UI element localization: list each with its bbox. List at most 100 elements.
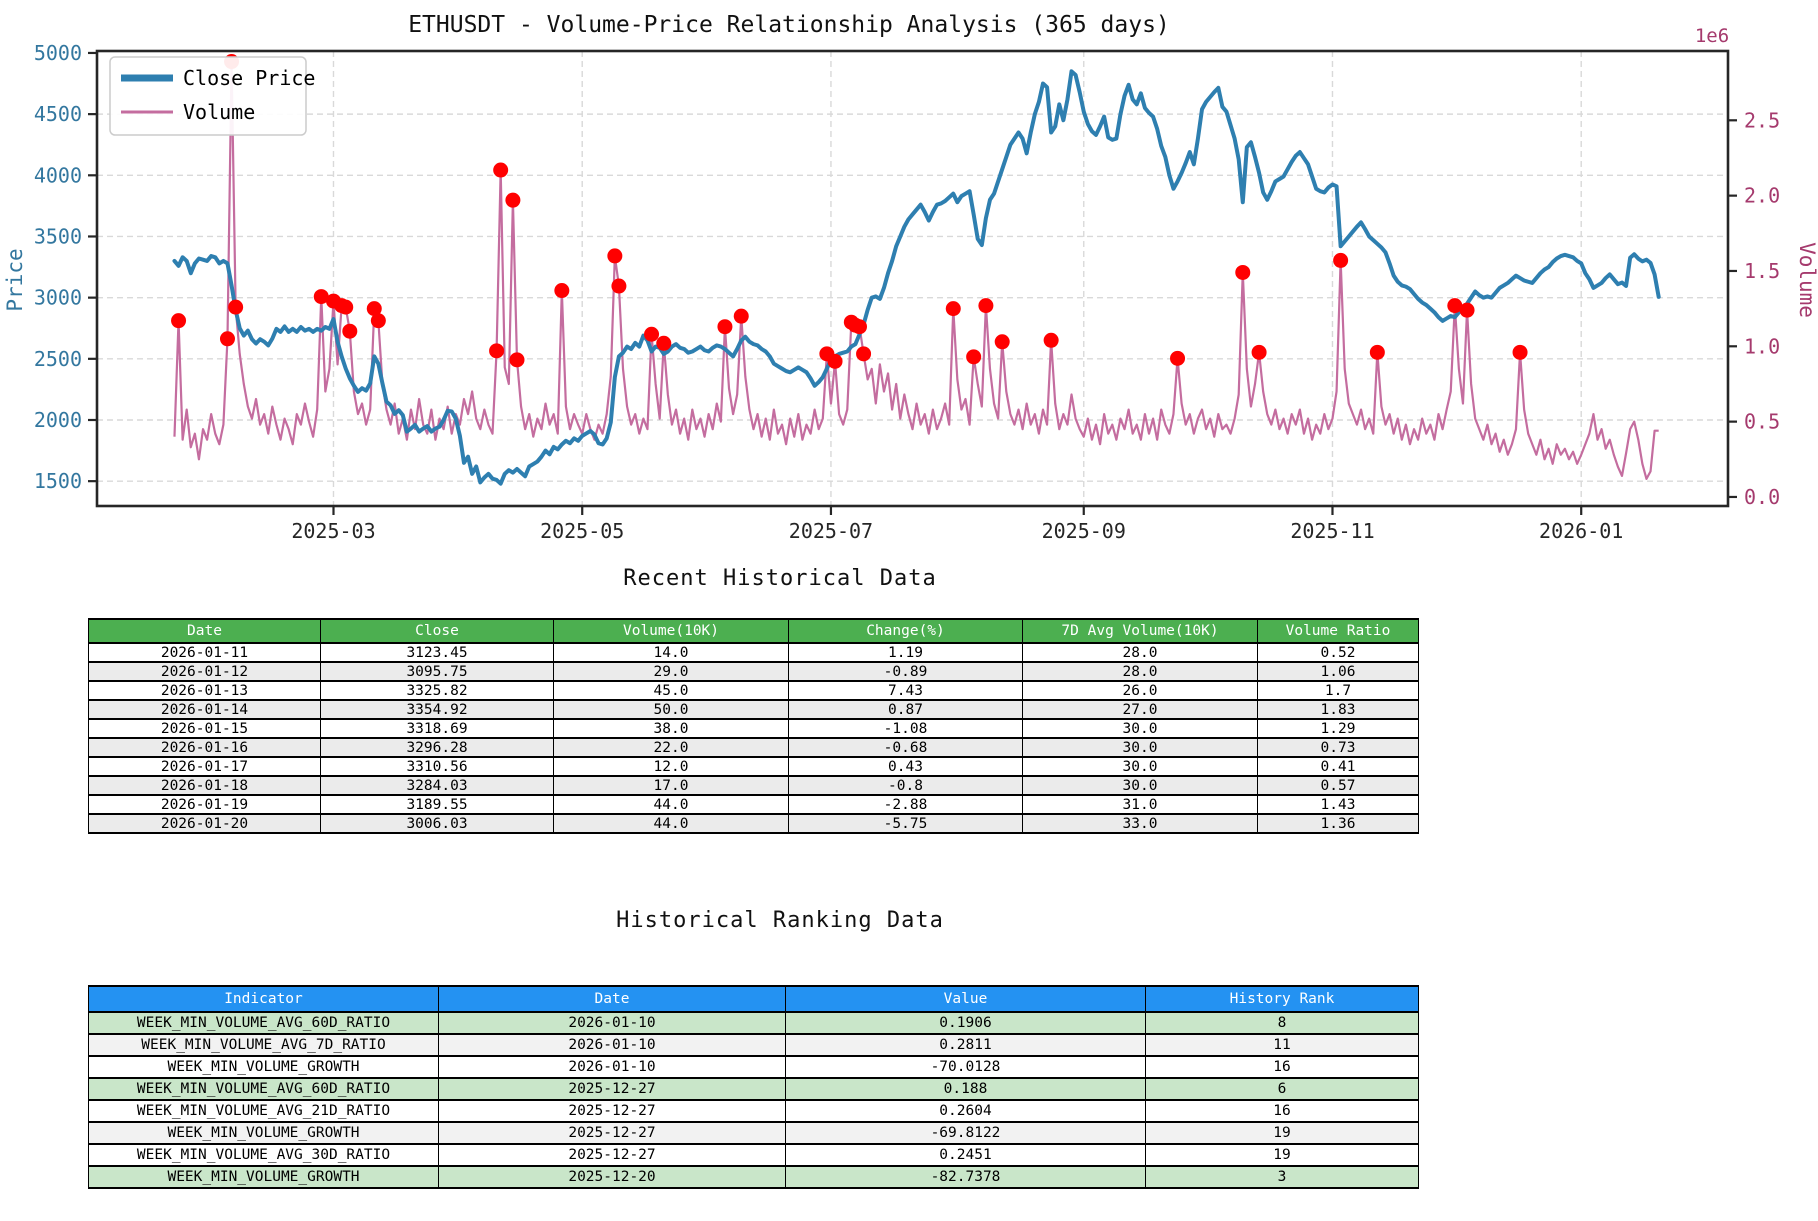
- volume-spike-dot: [171, 313, 187, 329]
- table-cell: 30.0: [1022, 775, 1258, 796]
- table-cell: 12.0: [553, 756, 789, 777]
- historical-ranking-data-table: Indicator Date Value History Rank WEEK_MIN_…: [88, 985, 1419, 1189]
- table-cell: 1.83: [1257, 699, 1419, 720]
- volume-spike-dot: [611, 278, 627, 294]
- column-header: 7D Avg Volume(10K): [1022, 618, 1258, 644]
- volume-spike-dot: [366, 301, 382, 317]
- table-cell: 29.0: [553, 661, 789, 682]
- date-tick-label: 2025-09: [1042, 519, 1126, 543]
- price-tick-label: 1500: [34, 469, 82, 493]
- date-tick-label: 2026-01: [1539, 519, 1623, 543]
- table-cell: 2025-12-27: [438, 1099, 786, 1123]
- table-cell: 38.0: [553, 718, 789, 739]
- table-cell: 30.0: [1022, 756, 1258, 777]
- volume-spike-dot: [1170, 350, 1186, 366]
- table-cell: 3284.03: [320, 775, 554, 796]
- table-cell: WEEK_MIN_VOLUME_GROWTH: [88, 1055, 439, 1079]
- volume-spike-dot: [656, 335, 672, 351]
- table-cell: 30.0: [1022, 737, 1258, 758]
- date-tick-label: 2025-05: [540, 519, 624, 543]
- table-row: WEEK_MIN_VOLUME_AVG_21D_RATIO 2025-12-27 0…: [88, 1099, 1419, 1123]
- table-cell: -5.75: [788, 813, 1023, 834]
- volume-spike-dot: [978, 298, 994, 314]
- volume-spike-dot: [219, 331, 235, 347]
- table-row: 2026-01-20 3006.03 44.0 -5.75 33.0 1.36: [88, 813, 1419, 834]
- table-cell: 2026-01-14: [88, 699, 321, 720]
- table-row: 2026-01-15 3318.69 38.0 -1.08 30.0 1.29: [88, 718, 1419, 739]
- table-cell: 28.0: [1022, 642, 1258, 663]
- table-row: 2026-01-19 3189.55 44.0 -2.88 31.0 1.43: [88, 794, 1419, 815]
- table-cell: 1.19: [788, 642, 1023, 663]
- table-row: 2026-01-18 3284.03 17.0 -0.8 30.0 0.57: [88, 775, 1419, 796]
- price-tick-label: 2500: [34, 347, 82, 371]
- volume-spike-dot: [994, 334, 1010, 350]
- table-cell: -0.8: [788, 775, 1023, 796]
- chart-legend: Close Price Volume: [109, 56, 315, 136]
- table-cell: 0.87: [788, 699, 1023, 720]
- volume-spike-dot: [644, 326, 660, 342]
- volume-spike-dot: [493, 162, 509, 178]
- table-cell: 0.73: [1257, 737, 1419, 758]
- table-cell: 1.29: [1257, 718, 1419, 739]
- table-cell: 2025-12-27: [438, 1077, 786, 1101]
- table-row: 2026-01-17 3310.56 12.0 0.43 30.0 0.41: [88, 756, 1419, 777]
- table-cell: 0.1906: [785, 1011, 1146, 1035]
- table-cell: 1.7: [1257, 680, 1419, 701]
- table-cell: 31.0: [1022, 794, 1258, 815]
- grid-lines: [97, 51, 1728, 506]
- table-cell: 2026-01-11: [88, 642, 321, 663]
- volume-spike-dot: [856, 346, 872, 362]
- price-tick-label: 3000: [34, 286, 82, 310]
- table-cell: 2026-01-10: [438, 1055, 786, 1079]
- axes: 1500 2000 2500 3000 3500 4000 4500 5000 0.0 0.5 1.…: [34, 41, 1780, 543]
- table-cell: WEEK_MIN_VOLUME_GROWTH: [88, 1165, 439, 1189]
- table-row: WEEK_MIN_VOLUME_AVG_30D_RATIO 2025-12-27 0…: [88, 1143, 1419, 1167]
- legend-close-price-label: Close Price: [183, 66, 315, 90]
- volume-spike-dot: [966, 349, 982, 365]
- column-header: Close: [320, 618, 554, 644]
- recent-historical-data-heading: Recent Historical Data: [623, 566, 937, 591]
- table-cell: 2025-12-20: [438, 1165, 786, 1189]
- volume-spike-dot: [827, 353, 843, 369]
- table-cell: WEEK_MIN_VOLUME_GROWTH: [88, 1121, 439, 1145]
- volume-spike-dot: [338, 299, 354, 315]
- table-cell: 3006.03: [320, 813, 554, 834]
- volume-spike-dot: [607, 248, 623, 264]
- volume-tick-label: 2.0: [1744, 184, 1780, 208]
- price-axis-label: Price: [3, 248, 27, 311]
- table-row: 2026-01-13 3325.82 45.0 7.43 26.0 1.7: [88, 680, 1419, 701]
- table-cell: 2026-01-18: [88, 775, 321, 796]
- date-tick-label: 2025-11: [1290, 519, 1374, 543]
- table-cell: -0.89: [788, 661, 1023, 682]
- table-cell: 0.52: [1257, 642, 1419, 663]
- volume-spike-dot: [945, 301, 961, 317]
- table-cell: 2026-01-12: [88, 661, 321, 682]
- volume-spike-dot: [1459, 302, 1475, 318]
- volume-spike-dot: [509, 352, 525, 368]
- volume-tick-label: 1.5: [1744, 259, 1780, 283]
- chart-series: [171, 54, 1661, 486]
- table-row: 2026-01-12 3095.75 29.0 -0.89 28.0 1.06: [88, 661, 1419, 682]
- table-cell: 45.0: [553, 680, 789, 701]
- table-cell: 19: [1145, 1143, 1419, 1167]
- volume-spike-dot: [717, 319, 733, 335]
- table-cell: 2026-01-15: [88, 718, 321, 739]
- column-header: Date: [438, 985, 786, 1013]
- close-price-line: [172, 69, 1661, 486]
- volume-spike-dot: [1043, 332, 1059, 348]
- volume-price-chart: ETHUSDT - Volume-Price Relationship Anal…: [3, 12, 1818, 543]
- recent-historical-data-table: Date Close Volume(10K) Change(%) 7D Avg Volu…: [88, 618, 1419, 834]
- table-cell: 28.0: [1022, 661, 1258, 682]
- table-header-row: Date Close Volume(10K) Change(%) 7D Avg Volu…: [88, 618, 1419, 644]
- table-cell: 2026-01-19: [88, 794, 321, 815]
- volume-spike-dot: [228, 299, 244, 315]
- table-cell: 3310.56: [320, 756, 554, 777]
- table-row: WEEK_MIN_VOLUME_GROWTH 2025-12-27 -69.8122…: [88, 1121, 1419, 1145]
- table-row: WEEK_MIN_VOLUME_GROWTH 2026-01-10 -70.0128…: [88, 1055, 1419, 1079]
- volume-spike-dot: [313, 289, 329, 305]
- volume-spike-dot: [1333, 252, 1349, 268]
- table-cell: 2025-12-27: [438, 1121, 786, 1145]
- volume-tick-label: 2.5: [1744, 108, 1780, 132]
- historical-ranking-data-heading: Historical Ranking Data: [616, 908, 944, 933]
- table-cell: 3095.75: [320, 661, 554, 682]
